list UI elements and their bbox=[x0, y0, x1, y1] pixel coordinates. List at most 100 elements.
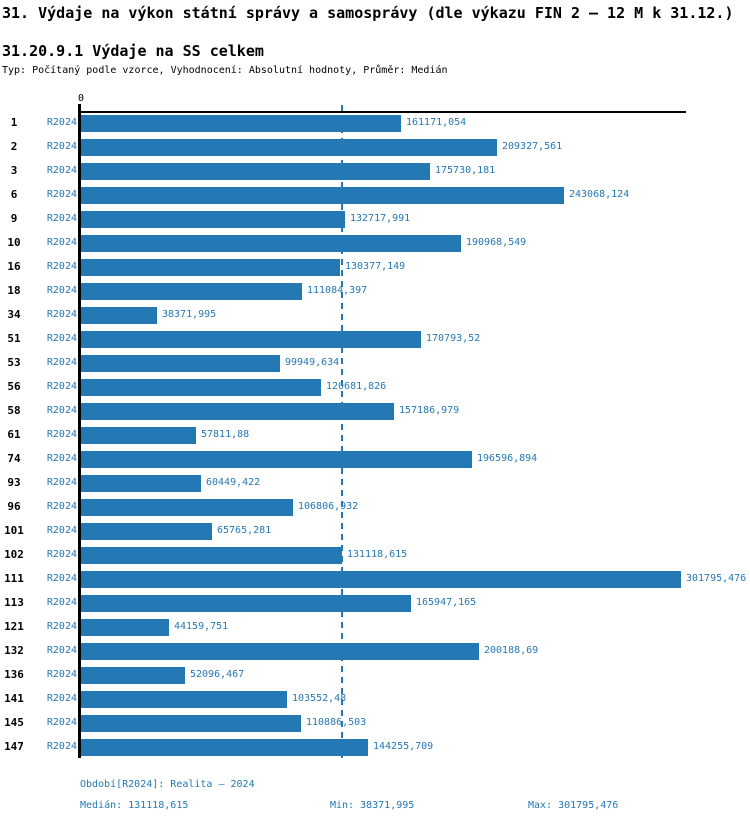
chart-row: 96 R2024 106806,932 bbox=[0, 496, 750, 520]
median-line bbox=[341, 105, 343, 758]
row-period-label: R2024 bbox=[46, 117, 77, 128]
value-label: 99949,634 bbox=[285, 357, 340, 368]
value-bar bbox=[81, 235, 461, 252]
row-id-label: 111 bbox=[4, 572, 24, 585]
chart-row: 1 R2024 161171,054 bbox=[0, 112, 750, 136]
row-id-label: 101 bbox=[4, 524, 24, 537]
value-bar bbox=[81, 691, 287, 708]
value-bar bbox=[81, 403, 394, 420]
row-period-label: R2024 bbox=[46, 189, 77, 200]
value-label: 110886,503 bbox=[306, 717, 367, 728]
chart-row: 56 R2024 120681,826 bbox=[0, 376, 750, 400]
value-bar bbox=[81, 427, 196, 444]
footer-max: Max: 301795,476 bbox=[528, 800, 619, 811]
row-period-label: R2024 bbox=[46, 429, 77, 440]
row-id-label: 51 bbox=[7, 332, 21, 345]
value-label: 196596,894 bbox=[477, 453, 538, 464]
row-period-label: R2024 bbox=[46, 621, 77, 632]
row-period-label: R2024 bbox=[46, 261, 77, 272]
chart-row: 10 R2024 190968,549 bbox=[0, 232, 750, 256]
row-period-label: R2024 bbox=[46, 357, 77, 368]
row-period-label: R2024 bbox=[46, 333, 77, 344]
chart-row: 74 R2024 196596,894 bbox=[0, 448, 750, 472]
value-bar bbox=[81, 523, 212, 540]
row-period-label: R2024 bbox=[46, 237, 77, 248]
chart-row: 132 R2024 200188,69 bbox=[0, 640, 750, 664]
footer-median: Medián: 131118,615 bbox=[80, 800, 189, 811]
report-title: 31. Výdaje na výkon státní správy a samo… bbox=[2, 4, 734, 22]
value-label: 175730,181 bbox=[435, 165, 496, 176]
value-bar bbox=[81, 115, 401, 132]
row-id-label: 56 bbox=[7, 380, 21, 393]
value-label: 130377,149 bbox=[345, 261, 406, 272]
chart-row: 145 R2024 110886,503 bbox=[0, 712, 750, 736]
value-label: 38371,995 bbox=[162, 309, 217, 320]
chart-rows: 1 R2024 161171,054 2 R2024 209327,561 3 R2024 17… bbox=[0, 112, 750, 760]
x-axis-line bbox=[78, 111, 686, 113]
chart-row: 2 R2024 209327,561 bbox=[0, 136, 750, 160]
value-label: 165947,165 bbox=[416, 597, 477, 608]
value-label: 161171,054 bbox=[406, 117, 467, 128]
chart-row: 113 R2024 165947,165 bbox=[0, 592, 750, 616]
row-period-label: R2024 bbox=[46, 477, 77, 488]
value-bar bbox=[81, 667, 185, 684]
value-bar bbox=[81, 643, 479, 660]
row-period-label: R2024 bbox=[46, 645, 77, 656]
row-id-label: 102 bbox=[4, 548, 24, 561]
section-title: 31.20.9.1 Výdaje na SS celkem bbox=[2, 42, 264, 60]
value-label: 132717,991 bbox=[350, 213, 411, 224]
row-period-label: R2024 bbox=[46, 741, 77, 752]
value-label: 200188,69 bbox=[484, 645, 539, 656]
row-id-label: 34 bbox=[7, 308, 21, 321]
value-bar bbox=[81, 379, 321, 396]
value-label: 301795,476 bbox=[686, 573, 747, 584]
value-bar bbox=[81, 307, 157, 324]
value-label: 106806,932 bbox=[298, 501, 359, 512]
chart-row: 34 R2024 38371,995 bbox=[0, 304, 750, 328]
row-id-label: 145 bbox=[4, 716, 24, 729]
value-bar bbox=[81, 355, 280, 372]
row-id-label: 132 bbox=[4, 644, 24, 657]
chart-row: 93 R2024 60449,422 bbox=[0, 472, 750, 496]
value-bar bbox=[81, 619, 169, 636]
chart-row: 16 R2024 130377,149 bbox=[0, 256, 750, 280]
chart-meta: Typ: Počítaný podle vzorce, Vyhodnocení:… bbox=[2, 65, 448, 76]
value-label: 120681,826 bbox=[326, 381, 387, 392]
value-label: 243068,124 bbox=[569, 189, 630, 200]
value-bar bbox=[81, 475, 201, 492]
row-id-label: 147 bbox=[4, 740, 24, 753]
row-period-label: R2024 bbox=[46, 669, 77, 680]
value-label: 131118,615 bbox=[347, 549, 408, 560]
chart-row: 3 R2024 175730,181 bbox=[0, 160, 750, 184]
chart-row: 18 R2024 111084,397 bbox=[0, 280, 750, 304]
value-label: 57811,88 bbox=[201, 429, 250, 440]
value-bar bbox=[81, 331, 421, 348]
chart-row: 141 R2024 103552,48 bbox=[0, 688, 750, 712]
chart-row: 101 R2024 65765,281 bbox=[0, 520, 750, 544]
row-period-label: R2024 bbox=[46, 141, 77, 152]
chart-row: 58 R2024 157186,979 bbox=[0, 400, 750, 424]
footer-period: Období[R2024]: Realita – 2024 bbox=[80, 779, 255, 790]
chart-row: 111 R2024 301795,476 bbox=[0, 568, 750, 592]
value-label: 170793,52 bbox=[426, 333, 481, 344]
value-label: 209327,561 bbox=[502, 141, 563, 152]
value-bar bbox=[81, 259, 340, 276]
row-period-label: R2024 bbox=[46, 285, 77, 296]
row-id-label: 9 bbox=[10, 212, 18, 225]
value-bar bbox=[81, 571, 681, 588]
row-period-label: R2024 bbox=[46, 213, 77, 224]
chart-row: 121 R2024 44159,751 bbox=[0, 616, 750, 640]
row-id-label: 61 bbox=[7, 428, 21, 441]
value-label: 144255,709 bbox=[373, 741, 434, 752]
value-bar bbox=[81, 595, 411, 612]
row-period-label: R2024 bbox=[46, 693, 77, 704]
value-label: 103552,48 bbox=[292, 693, 347, 704]
row-id-label: 121 bbox=[4, 620, 24, 633]
row-period-label: R2024 bbox=[46, 549, 77, 560]
row-id-label: 16 bbox=[7, 260, 21, 273]
row-id-label: 1 bbox=[10, 116, 18, 129]
value-bar bbox=[81, 715, 301, 732]
row-period-label: R2024 bbox=[46, 717, 77, 728]
row-period-label: R2024 bbox=[46, 453, 77, 464]
row-period-label: R2024 bbox=[46, 405, 77, 416]
